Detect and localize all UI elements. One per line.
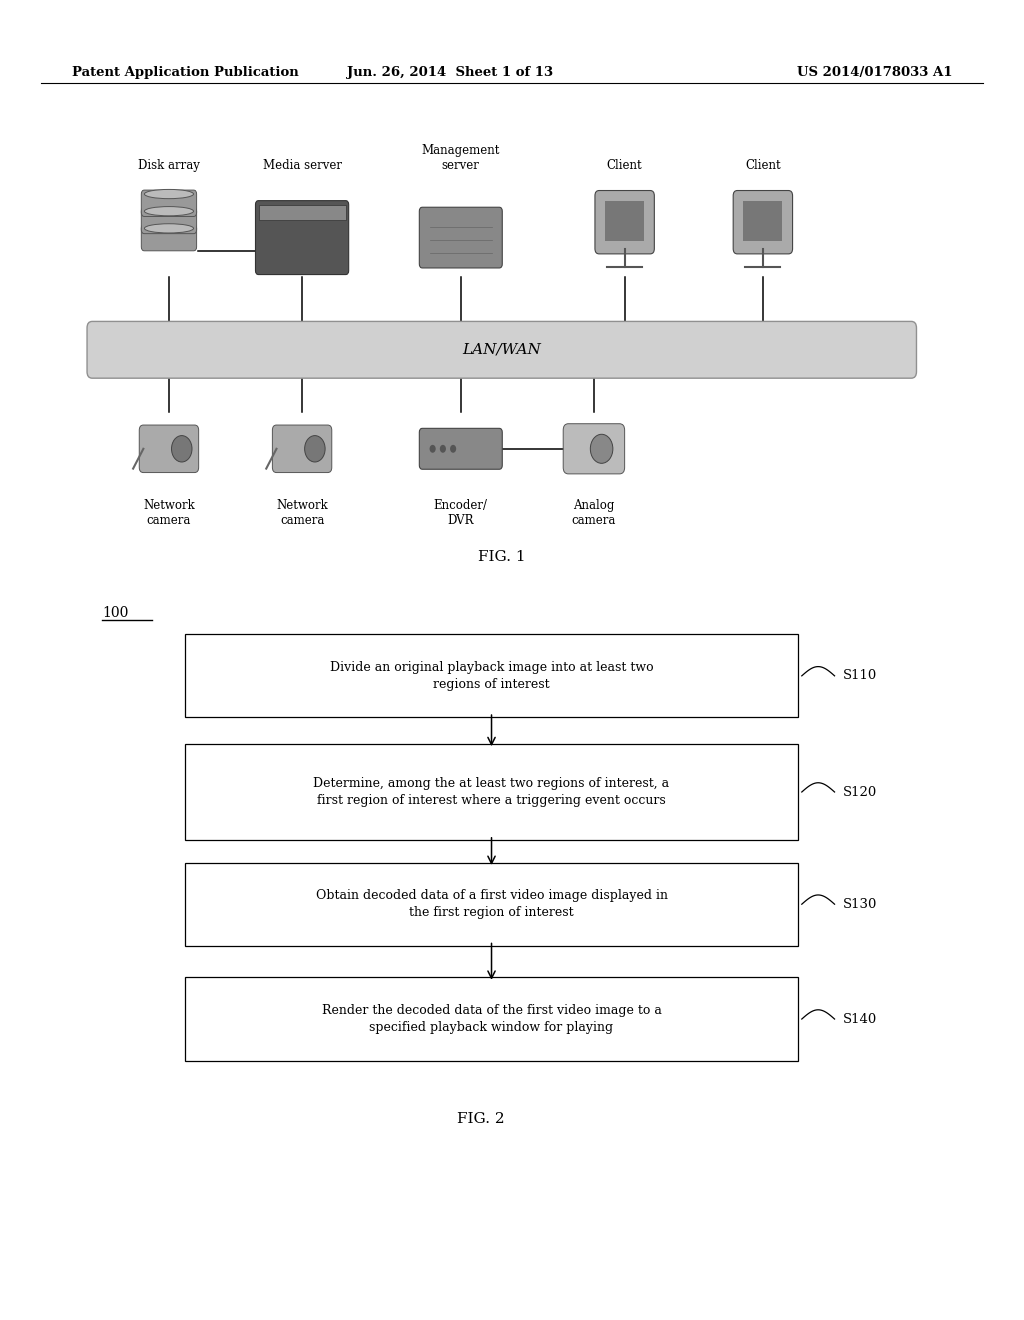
- Circle shape: [590, 434, 612, 463]
- FancyBboxPatch shape: [605, 201, 644, 240]
- Text: S140: S140: [843, 1012, 877, 1026]
- Circle shape: [440, 445, 446, 453]
- Text: Determine, among the at least two regions of interest, a
first region of interes: Determine, among the at least two region…: [313, 777, 670, 807]
- Text: Media server: Media server: [262, 158, 342, 172]
- FancyBboxPatch shape: [185, 635, 798, 718]
- FancyBboxPatch shape: [595, 190, 654, 253]
- Text: FIG. 2: FIG. 2: [458, 1113, 505, 1126]
- Text: Obtain decoded data of a first video image displayed in
the first region of inte: Obtain decoded data of a first video ima…: [315, 890, 668, 919]
- Text: Jun. 26, 2014  Sheet 1 of 13: Jun. 26, 2014 Sheet 1 of 13: [347, 66, 554, 79]
- Text: Disk array: Disk array: [138, 158, 200, 172]
- FancyBboxPatch shape: [185, 977, 798, 1061]
- FancyBboxPatch shape: [87, 321, 916, 378]
- FancyBboxPatch shape: [141, 224, 197, 251]
- FancyBboxPatch shape: [420, 207, 503, 268]
- Text: Management
server: Management server: [422, 144, 500, 172]
- FancyBboxPatch shape: [141, 190, 197, 216]
- Circle shape: [430, 445, 436, 453]
- Text: LAN/WAN: LAN/WAN: [462, 343, 542, 356]
- Text: Client: Client: [745, 158, 780, 172]
- Circle shape: [171, 436, 193, 462]
- FancyBboxPatch shape: [563, 424, 625, 474]
- Text: Divide an original playback image into at least two
regions of interest: Divide an original playback image into a…: [330, 661, 653, 690]
- Text: S120: S120: [843, 785, 877, 799]
- Text: 100: 100: [102, 606, 129, 620]
- FancyBboxPatch shape: [743, 201, 782, 240]
- Text: FIG. 1: FIG. 1: [478, 550, 525, 564]
- FancyBboxPatch shape: [258, 205, 346, 220]
- FancyBboxPatch shape: [733, 190, 793, 253]
- Text: US 2014/0178033 A1: US 2014/0178033 A1: [797, 66, 952, 79]
- FancyBboxPatch shape: [256, 201, 348, 275]
- FancyBboxPatch shape: [185, 743, 798, 840]
- FancyBboxPatch shape: [272, 425, 332, 473]
- Text: Render the decoded data of the first video image to a
specified playback window : Render the decoded data of the first vid…: [322, 1005, 662, 1034]
- Text: Client: Client: [607, 158, 642, 172]
- FancyBboxPatch shape: [420, 428, 503, 469]
- Ellipse shape: [144, 206, 194, 215]
- Circle shape: [305, 436, 326, 462]
- Text: Network
camera: Network camera: [276, 499, 328, 527]
- FancyBboxPatch shape: [141, 207, 197, 234]
- Ellipse shape: [144, 190, 194, 198]
- Text: S110: S110: [843, 669, 877, 682]
- FancyBboxPatch shape: [139, 425, 199, 473]
- Circle shape: [451, 445, 457, 453]
- Text: Encoder/
DVR: Encoder/ DVR: [434, 499, 487, 527]
- Text: Analog
camera: Analog camera: [571, 499, 616, 527]
- FancyBboxPatch shape: [185, 863, 798, 945]
- Text: Network
camera: Network camera: [143, 499, 195, 527]
- Ellipse shape: [144, 224, 194, 232]
- Text: S130: S130: [843, 898, 878, 911]
- Text: Patent Application Publication: Patent Application Publication: [72, 66, 298, 79]
